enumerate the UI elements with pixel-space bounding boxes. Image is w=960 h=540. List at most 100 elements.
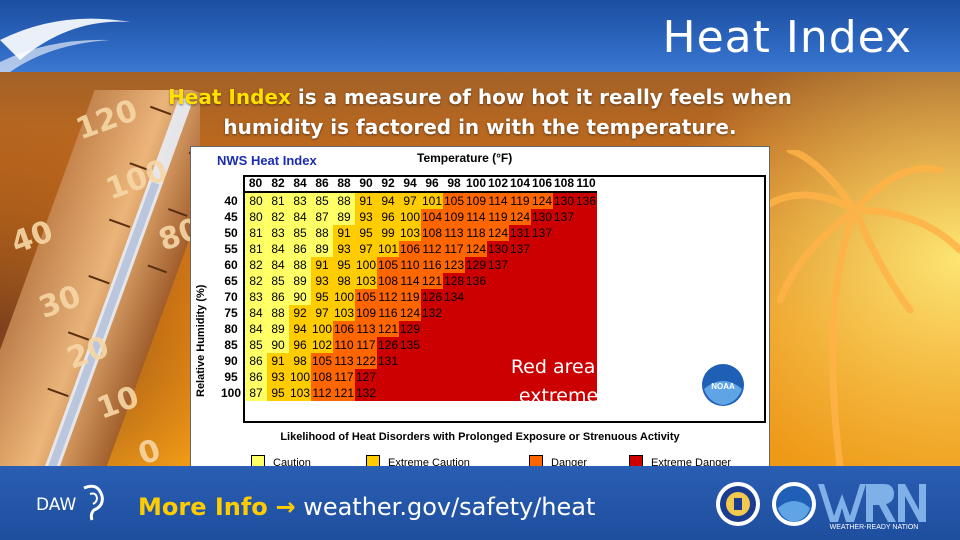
- heat-index-cell: [421, 369, 443, 385]
- heat-index-cell: 104: [421, 209, 443, 225]
- heat-index-cell: [443, 337, 465, 353]
- heat-index-cell: 84: [289, 209, 311, 225]
- temperature-column-header: 98: [443, 175, 465, 193]
- heat-index-cell: 126: [377, 337, 399, 353]
- table-row: 45 80 82 84 87 89 93 96 100 104 109 114 119 124 130 137: [219, 209, 597, 225]
- heat-index-cell: 116: [421, 257, 443, 273]
- heat-index-cell: 117: [355, 337, 377, 353]
- noaa-logo-text: NOAA: [711, 382, 735, 391]
- heat-index-cell: [553, 337, 575, 353]
- heat-index-cell: 124: [487, 225, 509, 241]
- heat-index-cell: [553, 369, 575, 385]
- heat-index-cell: 84: [267, 241, 289, 257]
- heat-index-cell: 87: [311, 209, 333, 225]
- heat-index-cell: [509, 353, 531, 369]
- heat-index-cell: 129: [399, 321, 421, 337]
- heat-index-cell: [575, 321, 597, 337]
- palm-tree-icon: [760, 150, 960, 466]
- humidity-row-header: 60: [219, 257, 245, 273]
- heat-index-cell: 100: [289, 369, 311, 385]
- heat-index-cell: 135: [399, 337, 421, 353]
- heat-index-cell: [509, 385, 531, 401]
- heat-index-cell: 137: [509, 241, 531, 257]
- heat-index-cell: 91: [355, 192, 377, 209]
- heat-index-cell: 121: [421, 273, 443, 289]
- subtitle-line1: is a measure of how hot it really feels …: [290, 85, 792, 109]
- humidity-row-header: 50: [219, 225, 245, 241]
- heat-index-cell: [465, 369, 487, 385]
- humidity-axis-label: Relative Humidity (%): [195, 284, 207, 397]
- heat-index-cell: 89: [267, 321, 289, 337]
- heat-index-cell: 117: [443, 241, 465, 257]
- heat-index-cell: 112: [311, 385, 333, 401]
- doc-seal-icon: [716, 482, 760, 526]
- heat-index-cell: 113: [355, 321, 377, 337]
- table-row: 60 82 84 88 91 95 100 105 110 116 123 129 137: [219, 257, 597, 273]
- temperature-column-header: 102: [487, 175, 509, 193]
- heat-index-cell: 82: [244, 257, 267, 273]
- humidity-row-header: 70: [219, 289, 245, 305]
- heat-index-cell: 129: [465, 257, 487, 273]
- heat-index-cell: 108: [311, 369, 333, 385]
- heat-index-cell: 91: [311, 257, 333, 273]
- heat-index-cell: [465, 305, 487, 321]
- heat-index-cell: [531, 369, 553, 385]
- table-row: 65 82 85 89 93 98 103 108 114 121 128 136: [219, 273, 597, 289]
- temperature-column-header: 80: [244, 175, 267, 193]
- heat-index-cell: 84: [267, 257, 289, 273]
- heat-index-cell: 108: [421, 225, 443, 241]
- heat-index-cell: 100: [355, 257, 377, 273]
- heat-index-cell: [465, 385, 487, 401]
- heat-index-cell: [531, 257, 553, 273]
- heat-index-cell: 124: [531, 192, 553, 209]
- heat-index-cell: [421, 353, 443, 369]
- heat-index-cell: [575, 385, 597, 401]
- heat-index-cell: [531, 305, 553, 321]
- humidity-row-header: 85: [219, 337, 245, 353]
- heat-index-cell: 126: [421, 289, 443, 305]
- heat-index-cell: [399, 385, 421, 401]
- heat-index-cell: [487, 385, 509, 401]
- heat-index-cell: [399, 369, 421, 385]
- heat-index-cell: 81: [244, 225, 267, 241]
- heat-index-cell: [487, 369, 509, 385]
- heat-index-cell: [575, 273, 597, 289]
- danger-note: Red area indicates extreme danger!: [509, 353, 689, 411]
- heat-index-cell: 92: [289, 305, 311, 321]
- heat-index-cell: [575, 289, 597, 305]
- heat-index-cell: 103: [399, 225, 421, 241]
- heat-index-cell: 91: [267, 353, 289, 369]
- heat-index-cell: 131: [509, 225, 531, 241]
- subtitle-line2: humidity is factored in with the tempera…: [223, 115, 737, 139]
- heat-index-cell: 100: [333, 289, 355, 305]
- table-row: 95 86 93 100 108 117 127: [219, 369, 597, 385]
- heat-index-cell: [509, 273, 531, 289]
- heat-index-cell: 102: [311, 337, 333, 353]
- temperature-column-header: 108: [553, 175, 575, 193]
- heat-index-cell: [443, 369, 465, 385]
- heat-index-cell: 80: [244, 209, 267, 225]
- table-row: 90 86 91 98 105 113 122 131: [219, 353, 597, 369]
- more-info-url[interactable]: weather.gov/safety/heat: [303, 493, 596, 521]
- danger-note-line1: Red area indicates: [510, 356, 688, 378]
- heat-index-cell: [487, 305, 509, 321]
- daw-logo-text: DAW: [36, 495, 76, 515]
- heat-index-cell: 109: [465, 192, 487, 209]
- likelihood-caption: Likelihood of Heat Disorders with Prolon…: [280, 431, 680, 443]
- heat-index-cell: [531, 289, 553, 305]
- heat-index-cell: 97: [399, 192, 421, 209]
- heat-index-cell: 83: [267, 225, 289, 241]
- heat-index-cell: 95: [311, 289, 333, 305]
- heat-index-cell: [421, 385, 443, 401]
- heat-index-cell: 83: [289, 192, 311, 209]
- heat-index-cell: [575, 209, 597, 225]
- heat-index-cell: 95: [333, 257, 355, 273]
- heat-index-cell: [509, 257, 531, 273]
- swoosh-icon: [0, 18, 130, 72]
- heat-index-cell: 88: [311, 225, 333, 241]
- heat-index-cell: 124: [465, 241, 487, 257]
- temperature-column-header: 84: [289, 175, 311, 193]
- heat-index-cell: [531, 385, 553, 401]
- heat-index-cell: 109: [355, 305, 377, 321]
- footer-logos: WEATHER-READY NATION: [716, 482, 926, 531]
